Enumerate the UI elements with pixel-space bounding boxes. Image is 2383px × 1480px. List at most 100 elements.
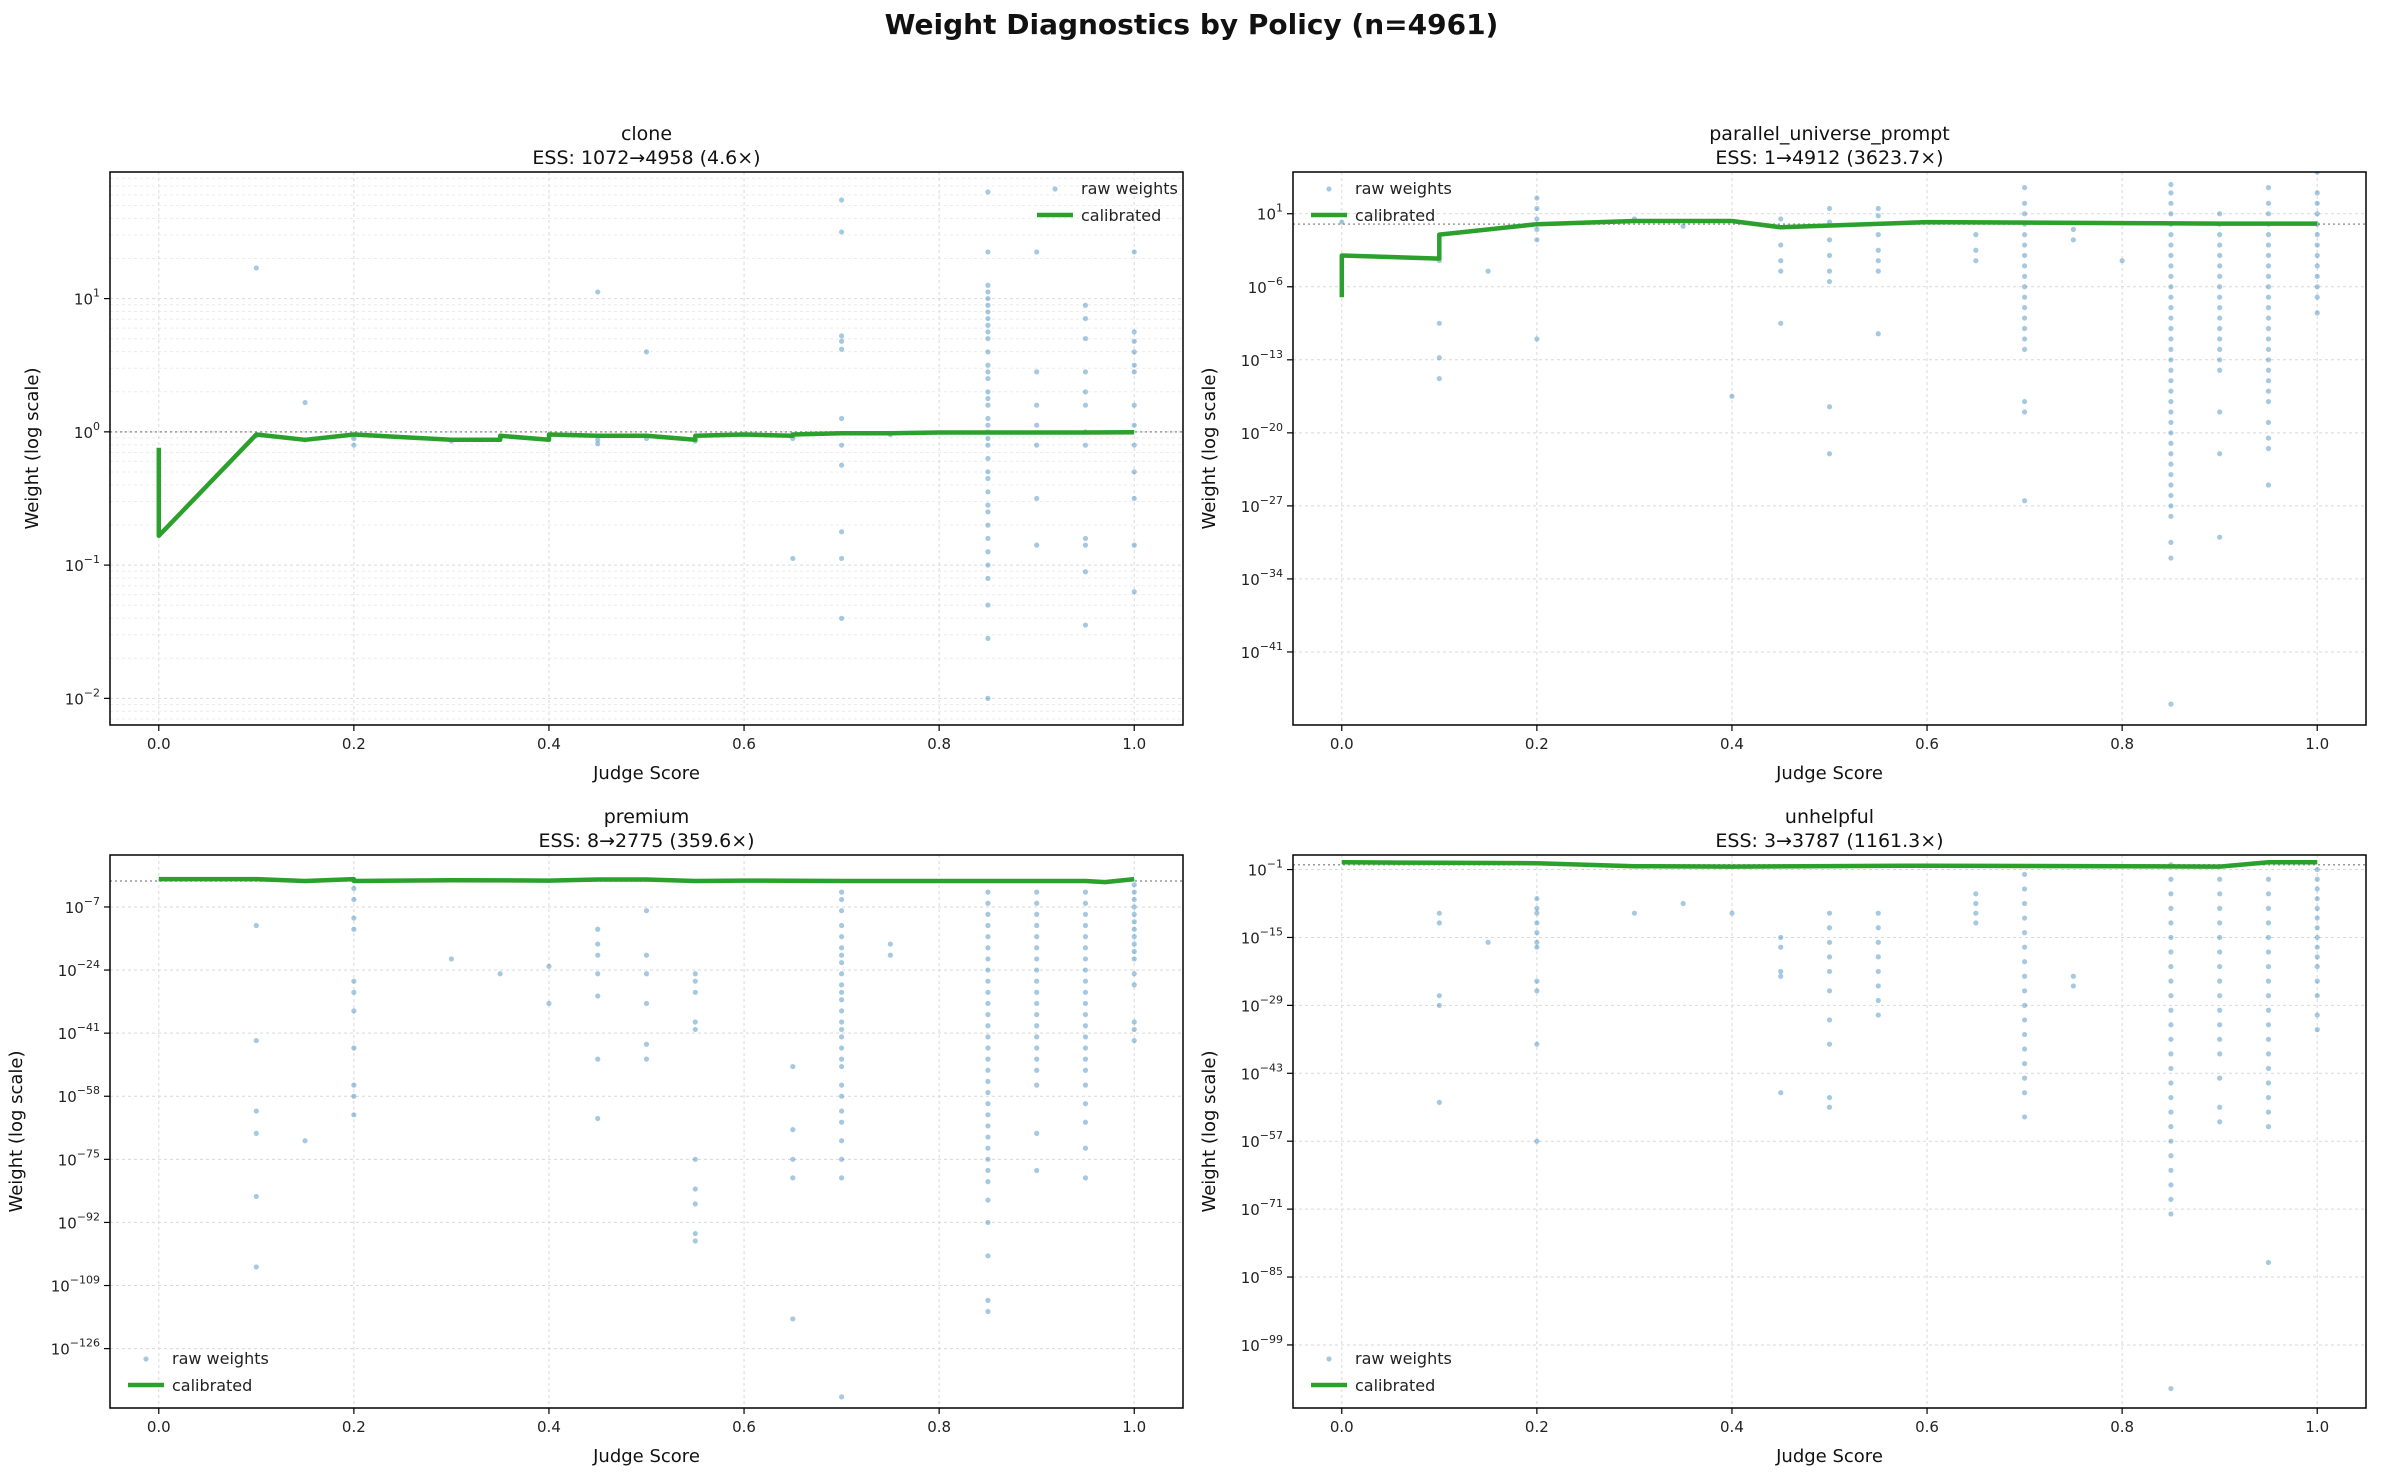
raw-weight-point: [1034, 369, 1040, 375]
y-tick-label: 10−43: [1241, 1061, 1283, 1083]
raw-weight-point: [985, 455, 991, 462]
raw-weight-point: [1875, 1012, 1881, 1018]
raw-weight-point: [838, 952, 845, 958]
raw-weight-point: [1034, 922, 1040, 929]
raw-weight-point: [838, 997, 845, 1003]
raw-weight-point: [985, 475, 991, 482]
raw-weight-point: [838, 1034, 845, 1040]
panel-3: 0.0 0.2 0.4 0.6 0.8 1.0 10−7 10−24 10−41 10−58 10−…: [6, 806, 1184, 1467]
raw-weight-point: [1875, 205, 1881, 212]
raw-weight-point: [2021, 498, 2028, 504]
raw-weight-point: [2070, 226, 2076, 232]
raw-weight-point: [2265, 367, 2272, 373]
raw-weight-point: [1034, 1011, 1040, 1018]
raw-weight-point: [2265, 200, 2272, 206]
raw-weight-point: [2021, 1046, 2028, 1052]
raw-weight-point: [838, 1156, 845, 1162]
raw-weight-point: [2265, 378, 2272, 384]
raw-weight-point: [2314, 886, 2320, 892]
legend-raw-marker: [1326, 186, 1332, 192]
raw-weight-point: [1082, 442, 1089, 448]
y-tick-label: 10−1: [65, 553, 100, 575]
raw-weight-point: [985, 967, 991, 973]
y-axis-label: Weight (log scale): [1199, 367, 1220, 529]
raw-weight-point: [838, 1056, 845, 1062]
raw-weight-point: [985, 635, 991, 641]
raw-weight-point: [985, 1112, 991, 1118]
y-tick-label: 10−41: [58, 1021, 100, 1043]
raw-weight-point: [2168, 398, 2174, 405]
raw-weight-point: [1436, 1002, 1442, 1008]
raw-weight-point: [1826, 1017, 1833, 1023]
x-tick-label: 0.0: [1330, 1418, 1354, 1436]
raw-weight-point: [985, 1056, 991, 1062]
raw-weight-point: [2168, 503, 2174, 509]
raw-weight-point: [1826, 1041, 1833, 1047]
raw-weight-point: [1082, 335, 1089, 342]
raw-weight-point: [1826, 252, 1833, 259]
raw-weight-point: [985, 509, 991, 515]
raw-weight-point: [1436, 1099, 1442, 1105]
raw-weight-point: [838, 896, 845, 903]
raw-weight-point: [2168, 294, 2174, 300]
raw-weight-point: [1875, 258, 1881, 264]
raw-weight-point: [985, 309, 991, 315]
raw-weight-point: [2314, 232, 2320, 238]
raw-weight-point: [1034, 900, 1040, 906]
raw-weight-point: [2217, 1119, 2223, 1125]
raw-weight-point: [2265, 273, 2272, 279]
x-tick-label: 0.2: [342, 1418, 366, 1436]
panel-title: clone: [621, 123, 672, 145]
raw-weight-point: [1973, 247, 1979, 253]
raw-weight-point: [1534, 195, 1540, 201]
raw-weight-point: [838, 889, 845, 895]
raw-weight-point: [2314, 310, 2320, 316]
raw-weight-point: [2217, 211, 2223, 217]
raw-weight-point: [2168, 367, 2174, 373]
raw-weight-point: [2314, 263, 2320, 269]
raw-weight-point: [2168, 409, 2174, 415]
calibrated-line: [1339, 218, 2318, 298]
raw-weight-point: [2314, 993, 2320, 999]
raw-weight-point: [643, 908, 650, 914]
x-tick-label: 0.0: [147, 735, 171, 753]
x-tick-label: 0.2: [342, 735, 366, 753]
raw-weight-point: [1131, 422, 1137, 428]
legend-calibrated-label: calibrated: [172, 1376, 252, 1395]
raw-weight-point: [1034, 934, 1040, 940]
raw-weight-point: [838, 1026, 845, 1033]
legend-raw-marker: [143, 1356, 149, 1362]
raw-weight-point: [1034, 1067, 1040, 1073]
raw-weight-point: [2217, 273, 2223, 279]
raw-weight-point: [985, 489, 991, 495]
panel-title: unhelpful: [1785, 806, 1874, 828]
raw-weight-point: [1034, 1023, 1040, 1029]
raw-weight-point: [838, 1119, 845, 1125]
legend-raw-label: raw weights: [1081, 179, 1178, 198]
raw-weight-point: [595, 437, 601, 443]
raw-weight-point: [2314, 876, 2320, 882]
raw-weight-point: [1131, 542, 1137, 548]
raw-weight-point: [985, 395, 991, 402]
raw-weight-point: [351, 1112, 357, 1118]
raw-weight-point: [2265, 934, 2272, 941]
raw-weight-point: [1875, 983, 1881, 989]
y-tick-label: 101: [1257, 202, 1283, 224]
raw-weight-point: [2265, 1022, 2272, 1028]
raw-weight-point: [838, 1008, 845, 1014]
y-tick-label: 10−20: [1241, 421, 1283, 443]
raw-weight-point: [985, 1089, 991, 1096]
raw-weight-point: [985, 1045, 991, 1051]
raw-weight-point: [2168, 1051, 2174, 1057]
legend: raw weights calibrated: [1311, 179, 1452, 225]
legend: raw weights calibrated: [1037, 179, 1178, 225]
raw-weight-point: [985, 1011, 991, 1018]
raw-weight-point: [2168, 1182, 2174, 1188]
raw-weight-point: [1082, 369, 1089, 375]
raw-weight-point: [2217, 284, 2223, 290]
raw-weight-point: [2168, 513, 2174, 519]
raw-weight-point: [1826, 278, 1833, 285]
raw-weight-point: [2217, 993, 2223, 999]
raw-weight-point: [2217, 305, 2223, 311]
raw-weight-point: [2168, 461, 2174, 467]
